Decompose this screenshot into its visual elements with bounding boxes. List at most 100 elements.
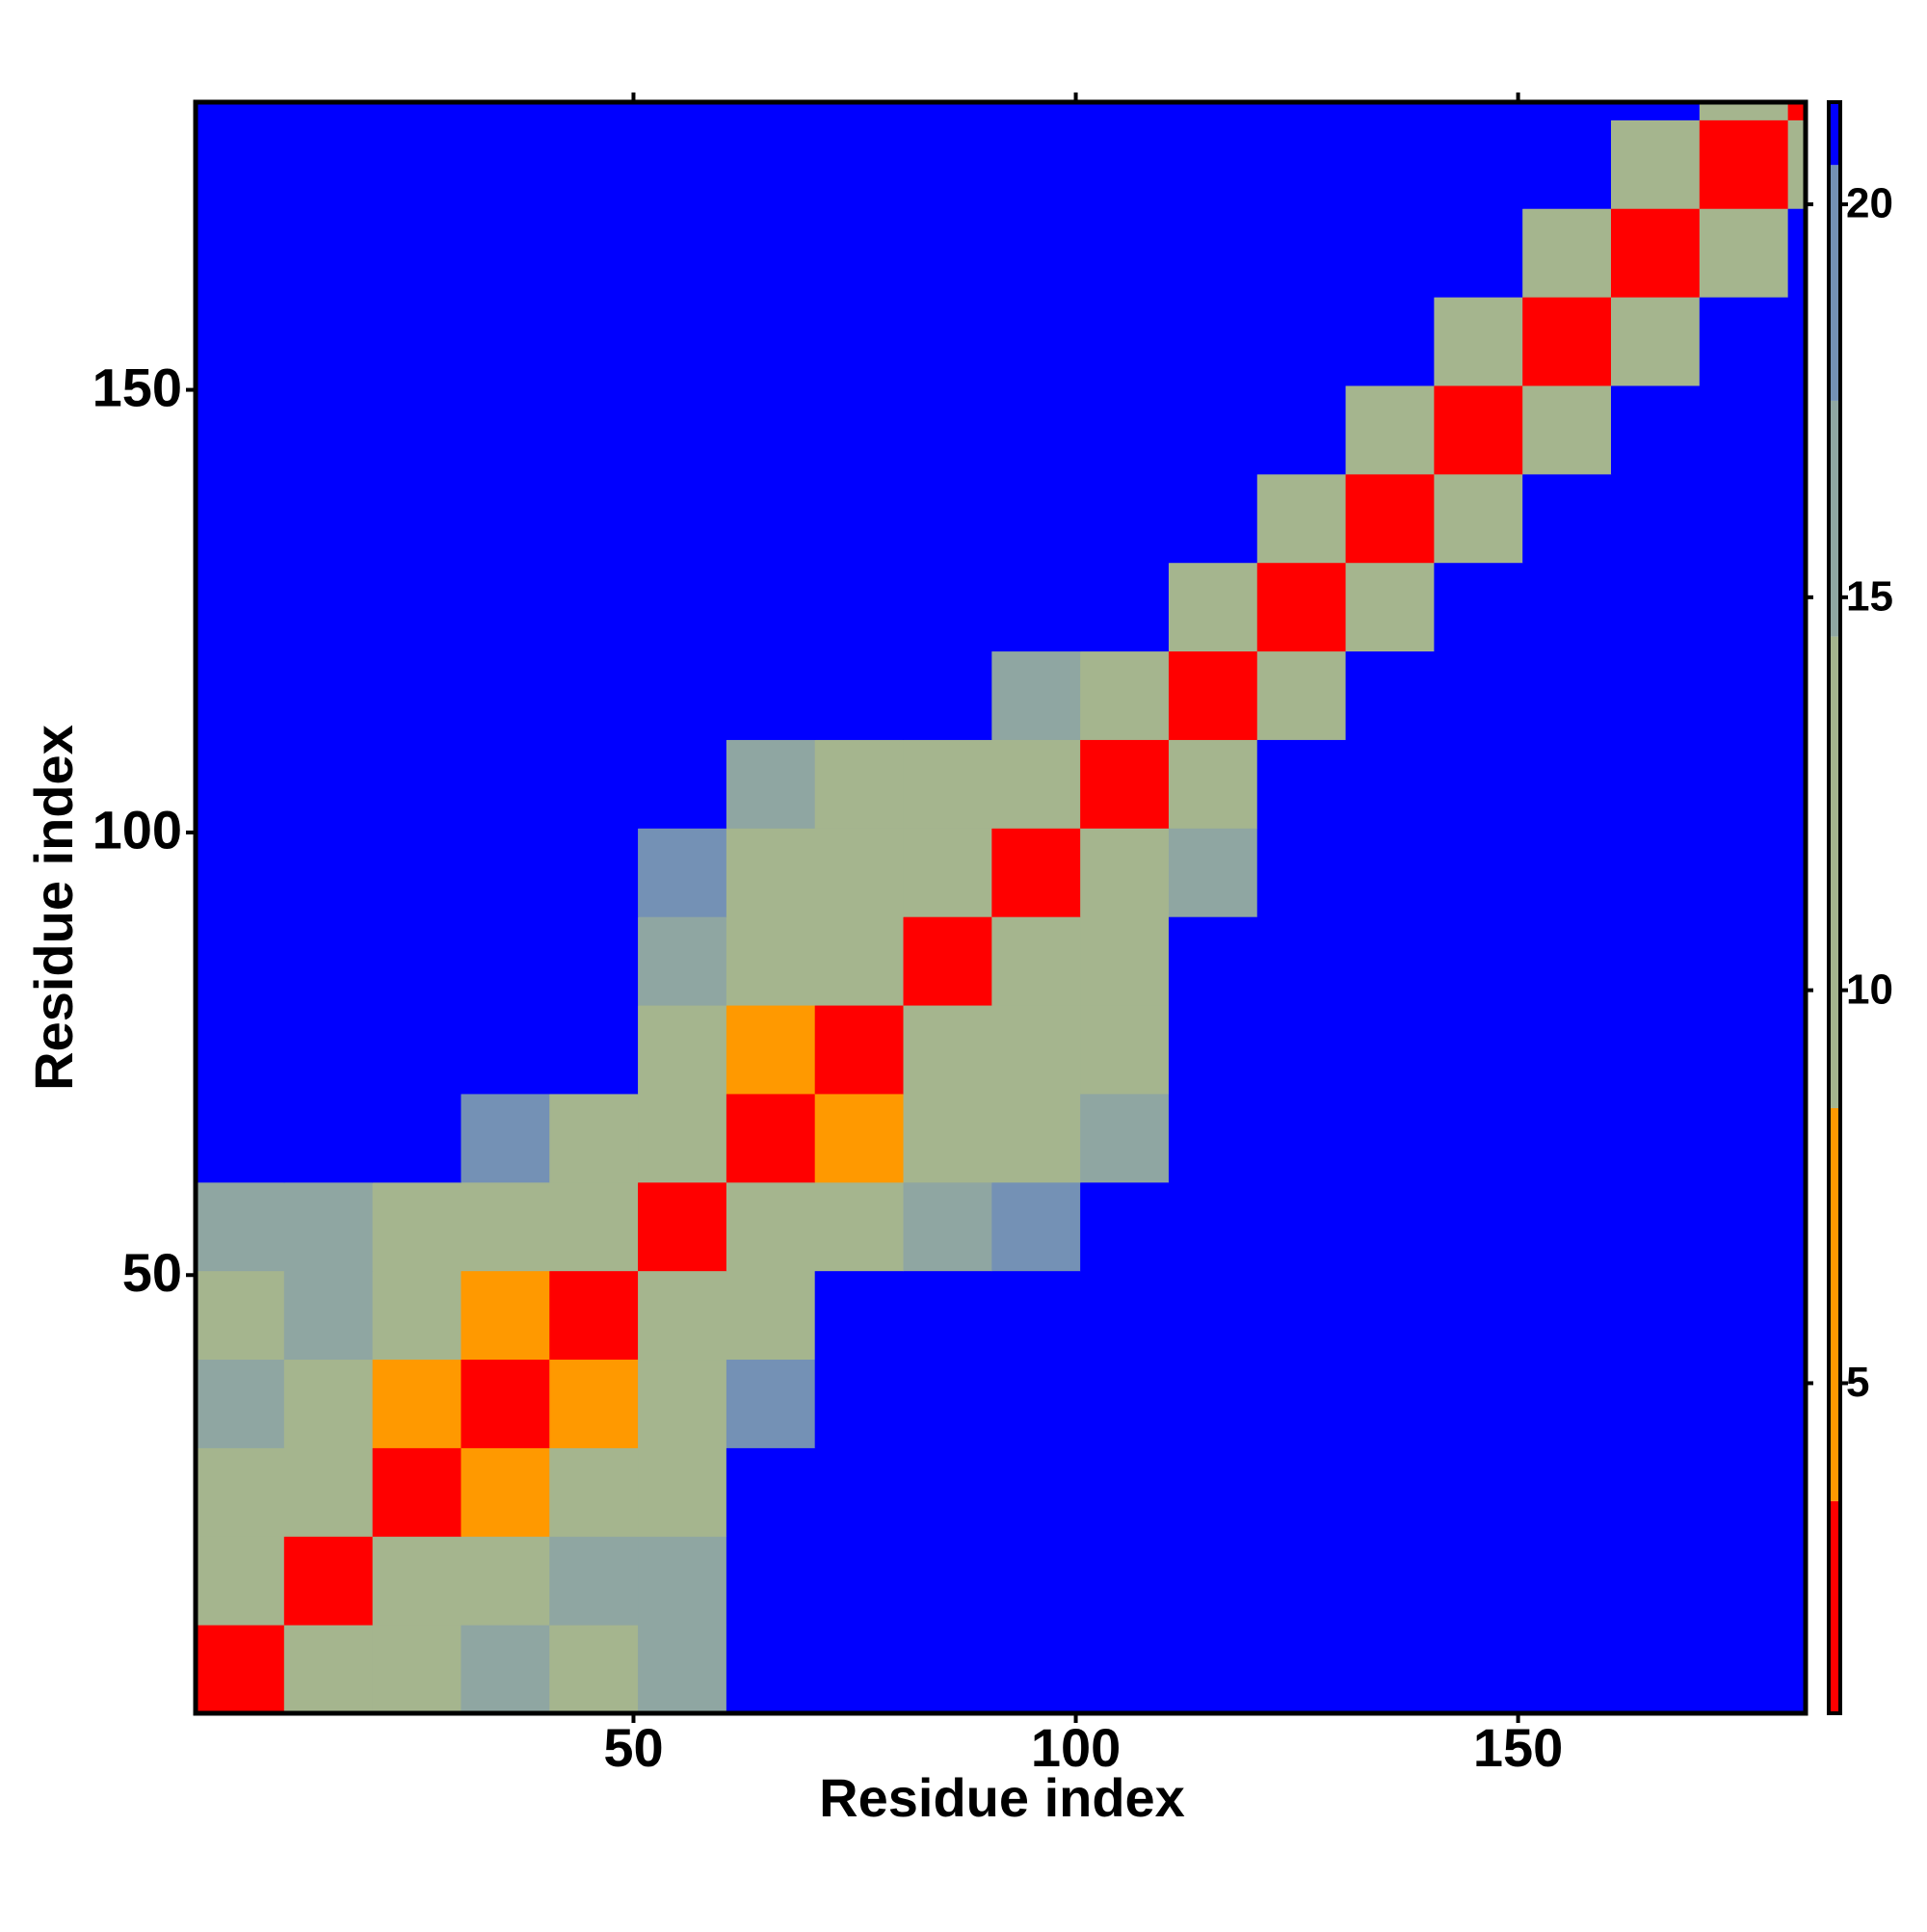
heatmap-cell <box>991 828 1081 917</box>
heatmap-cell <box>372 739 462 829</box>
heatmap-cell <box>726 473 816 564</box>
heatmap-cell <box>1256 1536 1347 1626</box>
heatmap-cell <box>1080 384 1170 475</box>
heatmap-cell <box>726 297 816 386</box>
heatmap-cell <box>903 297 992 386</box>
heatmap-cell <box>1256 1625 1347 1714</box>
heatmap-cell <box>638 828 727 917</box>
heatmap-cell <box>1168 384 1258 475</box>
heatmap-cell <box>1256 384 1347 475</box>
heatmap-cell <box>726 1005 816 1095</box>
heatmap-cell <box>549 828 639 917</box>
heatmap-cell <box>1787 1625 1807 1714</box>
heatmap-cell <box>903 1093 992 1183</box>
heatmap-cell <box>1080 1270 1170 1361</box>
heatmap-cell <box>1611 208 1701 298</box>
heatmap-cell <box>1080 1093 1170 1183</box>
heatmap-cell <box>1787 384 1807 475</box>
heatmap-cell <box>903 473 992 564</box>
heatmap-cell <box>196 1625 285 1714</box>
heatmap-cell <box>461 119 550 209</box>
heatmap-cell <box>1345 1447 1435 1537</box>
heatmap-cell <box>461 208 550 298</box>
heatmap-cell <box>1168 1625 1258 1714</box>
heatmap-cell <box>196 739 285 829</box>
heatmap-cell <box>1345 102 1435 120</box>
heatmap-cell <box>814 119 905 209</box>
heatmap-cell <box>991 473 1081 564</box>
heatmap-cell <box>372 1536 462 1626</box>
heatmap-cell <box>903 102 992 120</box>
heatmap-cell <box>372 1005 462 1095</box>
heatmap-cell <box>1256 473 1347 564</box>
heatmap-cell <box>1611 102 1701 120</box>
heatmap-cell <box>461 102 550 120</box>
heatmap-cell <box>1434 1005 1523 1095</box>
heatmap-cell <box>549 650 639 740</box>
heatmap-cell <box>1699 1536 1789 1626</box>
heatmap-cell <box>1787 297 1807 386</box>
heatmap-cell <box>1787 208 1807 298</box>
heatmap-cell <box>991 208 1081 298</box>
heatmap-cell <box>196 1447 285 1537</box>
heatmap-cell <box>991 916 1081 1006</box>
heatmap-cell <box>549 1536 639 1626</box>
heatmap-cell <box>1522 1270 1612 1361</box>
heatmap-cell <box>638 297 727 386</box>
heatmap-cell <box>196 102 285 120</box>
heatmap-cell <box>1611 916 1701 1006</box>
heatmap-cell <box>1345 473 1435 564</box>
heatmap-cell <box>461 1447 550 1537</box>
heatmap-cell <box>638 119 727 209</box>
heatmap-cell <box>1256 739 1347 829</box>
heatmap-cell <box>461 1181 550 1272</box>
heatmap-cell <box>903 1536 992 1626</box>
heatmap-cell <box>196 384 285 475</box>
heatmap-cell <box>814 384 905 475</box>
heatmap-cell <box>1611 1005 1701 1095</box>
heatmap-cell <box>903 739 992 829</box>
heatmap-cell <box>196 1536 285 1626</box>
heatmap-cell <box>283 828 374 917</box>
heatmap-cell <box>549 473 639 564</box>
heatmap-cell <box>814 1447 905 1537</box>
heatmap-cell <box>1256 1181 1347 1272</box>
heatmap-cell <box>549 384 639 475</box>
heatmap-cell <box>991 1536 1081 1626</box>
heatmap-cell <box>991 739 1081 829</box>
heatmap-cell <box>1168 1536 1258 1626</box>
heatmap-cell <box>991 384 1081 475</box>
heatmap-cell <box>1787 562 1807 652</box>
heatmap-cell <box>283 102 374 120</box>
heatmap-cell <box>1080 473 1170 564</box>
heatmap-cell <box>726 1447 816 1537</box>
heatmap-cell <box>1787 1005 1807 1095</box>
heatmap-cell <box>1611 297 1701 386</box>
heatmap-cell <box>1787 1270 1807 1361</box>
heatmap-cell <box>1256 102 1347 120</box>
heatmap-cell <box>549 1093 639 1183</box>
heatmap-cell <box>1080 119 1170 209</box>
heatmap-cell <box>903 208 992 298</box>
heatmap-cell <box>1168 916 1258 1006</box>
heatmap-cell <box>1080 297 1170 386</box>
heatmap-cell <box>1522 1005 1612 1095</box>
heatmap-cell <box>461 1093 550 1183</box>
colorbar-level <box>1829 1500 1840 1713</box>
heatmap-cell <box>903 562 992 652</box>
heatmap-cell <box>1345 119 1435 209</box>
heatmap-cell <box>1699 1625 1789 1714</box>
heatmap-cell <box>726 384 816 475</box>
heatmap-cell <box>1434 739 1523 829</box>
heatmap-cell <box>726 916 816 1006</box>
heatmap-cell <box>726 1359 816 1448</box>
heatmap-cell <box>638 102 727 120</box>
heatmap-cell <box>549 562 639 652</box>
heatmap-cell <box>726 1270 816 1361</box>
heatmap-cell <box>1522 1359 1612 1448</box>
heatmap-cell <box>1611 1359 1701 1448</box>
heatmap-cell <box>726 1181 816 1272</box>
heatmap-cell <box>196 1093 285 1183</box>
heatmap-cell <box>1168 1447 1258 1537</box>
heatmap-cell <box>638 473 727 564</box>
